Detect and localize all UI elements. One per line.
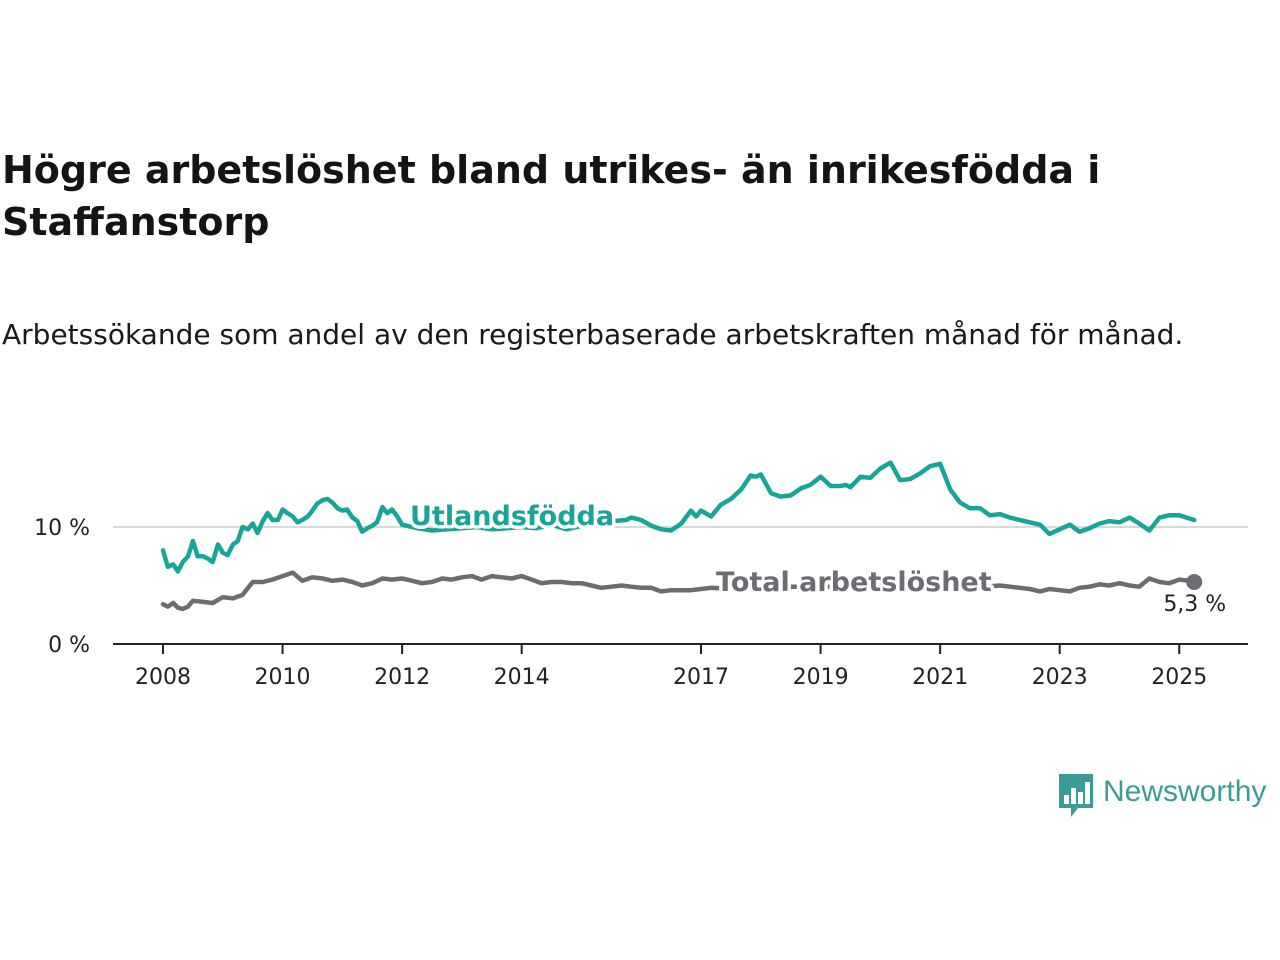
- x-tick-label: 2008: [135, 665, 191, 690]
- axis-layer: 0 % 10 % 2008 2010 2012 2014 2017 2019 2021 2023 2…: [34, 516, 1248, 690]
- chart-title: Högre arbetslöshet bland utrikes- än inr…: [2, 148, 1101, 244]
- x-tick-label: 2012: [374, 665, 430, 690]
- x-tick-label: 2023: [1032, 665, 1088, 690]
- end-point-marker: [1186, 573, 1203, 590]
- y-tick-label: 0 %: [48, 633, 90, 658]
- brand-name: Newsworthy: [1103, 775, 1267, 808]
- x-tick-label: 2021: [912, 665, 968, 690]
- y-tick-label: 10 %: [34, 516, 90, 541]
- x-tick-label: 2014: [494, 665, 550, 690]
- x-tick-label: 2017: [673, 665, 729, 690]
- series-label-total-halo: Total arbetslöshet: [716, 567, 992, 598]
- newsworthy-logo: Newsworthy: [1059, 772, 1266, 818]
- x-tick-label: 2019: [793, 665, 849, 690]
- series-label-total: Total arbetslöshet: [716, 567, 992, 598]
- series-label-utlandsfodda-halo: Utlandsfödda: [410, 501, 614, 532]
- x-tick-label: 2025: [1151, 665, 1207, 690]
- series-line-total: [160, 570, 1197, 612]
- x-tick-label: 2010: [255, 665, 311, 690]
- series-label-utlandsfodda: Utlandsfödda: [410, 501, 614, 532]
- series-line-utlandsfodda: [160, 460, 1197, 574]
- chart-subtitle: Arbetssökande som andel av den registerb…: [2, 318, 1184, 351]
- end-value-label: 5,3 %: [1163, 592, 1226, 617]
- bar-chart-speech-bubble-icon: [1059, 774, 1093, 817]
- series-layer: [160, 460, 1197, 612]
